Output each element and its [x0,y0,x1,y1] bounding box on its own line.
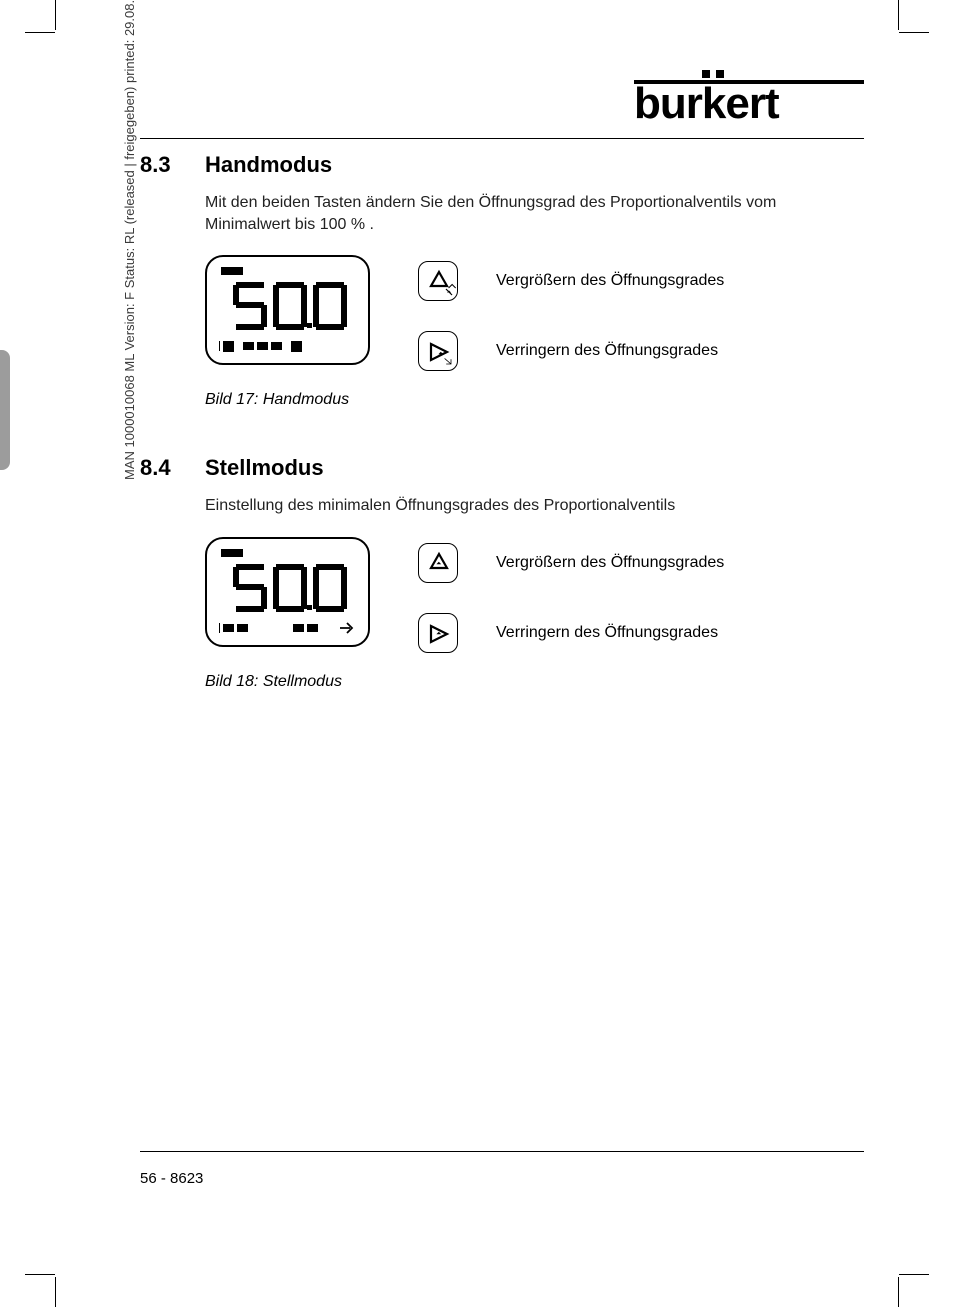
decrease-label-83: Verringern des Öffnungsgrades [496,342,718,360]
lcd-value-18 [207,561,368,621]
page-frame: burkert MAN 1000010068 ML Version: F Sta… [90,60,864,1217]
brand-logo: burkert [634,80,864,126]
figure-caption-17: Bild 17: Handmodus [205,391,864,409]
increase-key-icon [418,261,458,301]
lcd-display-handmodus [205,255,370,365]
lcd-display-stellmodus [205,537,370,647]
right-arrow-icon [338,621,356,635]
language-tab-label: deutsch [0,362,4,458]
section-title-84: Stellmodus [205,455,324,481]
figure-18: Vergrößern des Öffnungsgrades Verringern… [205,537,864,653]
lcd-scale-17 [219,339,356,353]
figure-17: Vergrößern des Öffnungsgrades Verringern… [205,255,864,371]
language-tab: deutsch [0,350,10,470]
increase-label-84: Vergrößern des Öffnungsgrades [496,554,724,572]
decrease-label-84: Verringern des Öffnungsgrades [496,624,718,642]
decrease-key-icon [418,331,458,371]
side-metadata: MAN 1000010068 ML Version: F Status: RL … [122,0,137,480]
page-footer: 56 - 8623 [140,1170,203,1187]
figure-caption-18: Bild 18: Stellmodus [205,673,864,691]
increase-key-icon [418,543,458,583]
section-number-84: 8.4 [140,455,205,481]
decrease-key-icon [418,613,458,653]
lcd-scale-18 [219,621,356,635]
increase-label-83: Vergrößern des Öffnungsgrades [496,272,724,290]
brand-logo-text: burkert [634,82,864,126]
section-body-84: Einstellung des minimalen Öffnungsgrades… [205,495,864,517]
lcd-value-17 [207,279,368,339]
section-title-83: Handmodus [205,152,332,178]
section-body-83: Mit den beiden Tasten ändern Sie den Öff… [205,192,864,235]
section-number-83: 8.3 [140,152,205,178]
